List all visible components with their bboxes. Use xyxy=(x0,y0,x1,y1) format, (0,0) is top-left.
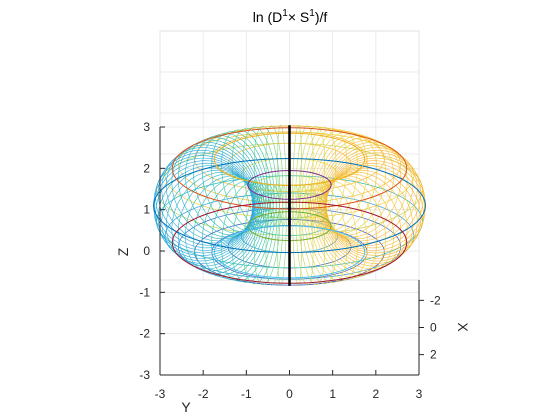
torus-meridian xyxy=(325,162,424,259)
torus-meridian xyxy=(221,129,272,230)
torus-meridian xyxy=(312,179,378,278)
x-tick-label: -2 xyxy=(430,293,441,307)
torus-meridian xyxy=(301,126,337,228)
torus-meridian xyxy=(242,183,278,285)
axes xyxy=(159,126,424,376)
x-axis-label: X xyxy=(455,322,471,332)
z-tick-label: -2 xyxy=(139,327,150,341)
torus-surface xyxy=(152,124,426,287)
torus-meridian xyxy=(301,183,337,285)
torus-meridian xyxy=(161,167,256,264)
y-tick-label: 2 xyxy=(372,387,379,401)
z-axis-label: Z xyxy=(115,247,131,256)
z-tick-label: 0 xyxy=(143,244,150,258)
torus-meridian xyxy=(242,126,278,228)
z-tick-label: 2 xyxy=(143,161,150,175)
y-axis-label: Y xyxy=(181,399,191,415)
torus-meridian xyxy=(310,180,368,280)
z-tick-label: 1 xyxy=(143,203,150,217)
torus-meridian xyxy=(324,165,422,262)
torus-meridian xyxy=(231,182,275,283)
torus-meridian xyxy=(310,131,368,231)
y-tick-label: -3 xyxy=(155,387,166,401)
torus-meridian xyxy=(177,173,260,272)
torus-meridian xyxy=(323,167,418,264)
y-tick-label: -2 xyxy=(198,387,209,401)
torus-meridian xyxy=(307,181,358,282)
torus-meridian xyxy=(185,175,262,274)
tick-labels: 3 2 1 0 -1 -2 -3 -3 -2 -1 0 1 2 3 -2 0 2 xyxy=(139,120,441,401)
torus-meridian xyxy=(201,133,267,233)
y-tick-label: -1 xyxy=(241,387,252,401)
torus-meridian xyxy=(185,137,262,236)
torus-color-ring xyxy=(171,127,408,210)
torus-meridian xyxy=(211,131,269,231)
torus-meridian xyxy=(254,125,281,228)
torus-color-ring xyxy=(213,225,366,279)
z-tick-label: -1 xyxy=(139,285,150,299)
torus-meridian xyxy=(157,165,255,262)
torus-meridian xyxy=(317,137,394,236)
torus-color-ring xyxy=(247,169,332,200)
torus-meridian xyxy=(254,183,281,286)
z-tick-label: 3 xyxy=(143,120,150,134)
y-tick-label: 3 xyxy=(416,387,423,401)
torus-meridian xyxy=(298,125,325,228)
y-tick-label: 0 xyxy=(286,387,293,401)
torus-color-ring xyxy=(247,211,332,242)
y-tick-label: 1 xyxy=(329,387,336,401)
torus-meridian xyxy=(307,129,358,230)
torus-meridian xyxy=(298,183,325,286)
chart-title: ln (D1× S1)/f xyxy=(253,8,328,25)
torus-meridian xyxy=(319,173,402,272)
torus-meridian xyxy=(211,180,269,280)
tick-marks xyxy=(159,126,424,376)
torus-meridian xyxy=(317,175,394,274)
torus-color-ring xyxy=(171,201,408,284)
torus-meridian xyxy=(312,133,378,233)
torus-meridian xyxy=(221,181,272,282)
torus-color-ring xyxy=(213,132,366,186)
z-tick-label: -3 xyxy=(139,368,150,382)
x-tick-label: 0 xyxy=(430,321,437,335)
torus-meridian xyxy=(201,179,267,278)
torus-color-ring xyxy=(152,157,426,254)
torus-meridian xyxy=(155,162,254,259)
torus-meridian xyxy=(304,182,348,283)
x-tick-label: 2 xyxy=(430,348,437,362)
